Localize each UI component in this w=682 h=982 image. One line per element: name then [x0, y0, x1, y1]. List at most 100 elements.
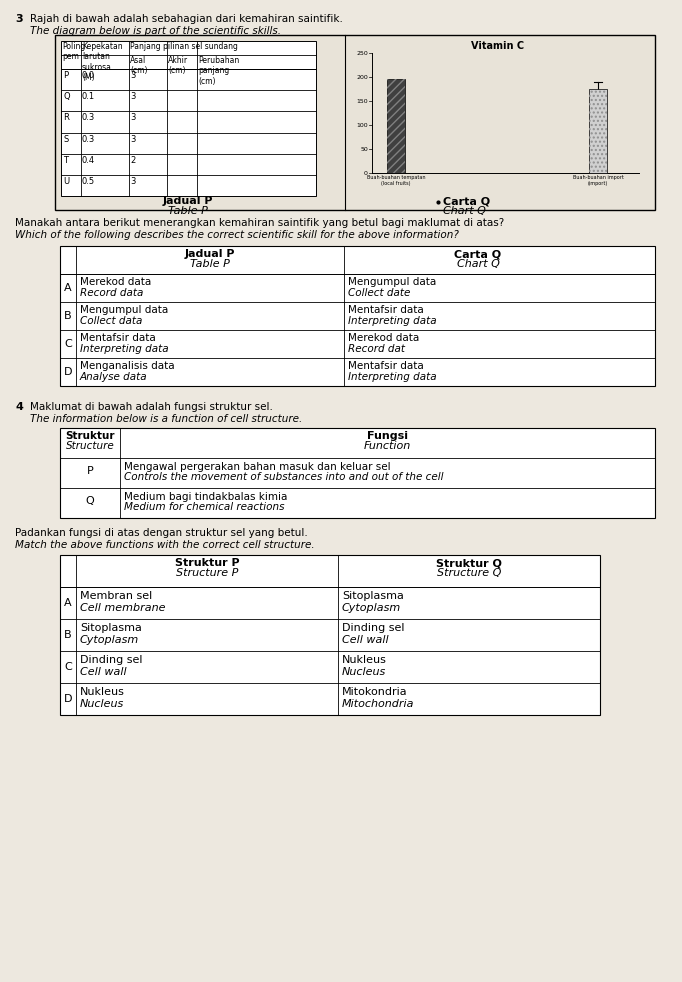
Text: 0.1: 0.1: [82, 92, 95, 101]
Text: Chart Q: Chart Q: [443, 206, 486, 216]
Text: Sitoplasma: Sitoplasma: [342, 591, 404, 601]
Text: The information below is a function of cell structure.: The information below is a function of c…: [30, 414, 302, 424]
Text: Nukleus: Nukleus: [342, 655, 387, 665]
Text: Poling
pem: Poling pem: [62, 42, 85, 62]
Text: 150: 150: [357, 98, 368, 103]
Text: B: B: [64, 630, 72, 640]
Text: 3: 3: [15, 14, 23, 24]
Text: 100: 100: [357, 123, 368, 128]
Text: Nukleus: Nukleus: [80, 687, 125, 697]
Text: Menganalisis data: Menganalisis data: [80, 361, 175, 371]
Text: 2: 2: [130, 156, 135, 165]
Text: Struktur Q: Struktur Q: [436, 558, 502, 568]
Text: Mengumpul data: Mengumpul data: [348, 277, 436, 287]
Text: S: S: [63, 135, 68, 143]
Text: A: A: [64, 283, 72, 293]
Text: 0.3: 0.3: [82, 135, 95, 143]
Text: B: B: [64, 311, 72, 321]
Text: Sitoplasma: Sitoplasma: [80, 623, 142, 633]
Bar: [60, 428, 655, 518]
Text: Struktur: Struktur: [65, 431, 115, 441]
Text: R: R: [63, 113, 69, 123]
Text: 4: 4: [15, 402, 23, 412]
Text: Record data: Record data: [80, 288, 143, 298]
Text: 3: 3: [130, 71, 135, 80]
Text: Which of the following describes the correct scientific skill for the above info: Which of the following describes the cor…: [15, 230, 459, 240]
Text: Cell wall: Cell wall: [80, 667, 127, 677]
Text: 0: 0: [364, 171, 368, 176]
Text: 50: 50: [360, 146, 368, 151]
Text: Dinding sel: Dinding sel: [80, 655, 143, 665]
Text: Table P: Table P: [190, 259, 230, 269]
Text: Match the above functions with the correct cell structure.: Match the above functions with the corre…: [15, 540, 314, 550]
Text: Jadual P: Jadual P: [185, 249, 235, 259]
Text: Analyse data: Analyse data: [80, 372, 147, 382]
Text: 0.5: 0.5: [82, 177, 95, 186]
Text: Q: Q: [86, 496, 94, 506]
Text: Rajah di bawah adalah sebahagian dari kemahiran saintifik.: Rajah di bawah adalah sebahagian dari ke…: [30, 14, 343, 24]
Text: 200: 200: [356, 75, 368, 80]
Text: Mentafsir data: Mentafsir data: [348, 305, 424, 315]
Bar: [60, 246, 655, 386]
Text: C: C: [64, 662, 72, 672]
Text: Vitamin C: Vitamin C: [471, 41, 524, 51]
Text: Merekod data: Merekod data: [348, 333, 419, 343]
Text: Interpreting data: Interpreting data: [348, 372, 436, 382]
Text: D: D: [63, 694, 72, 704]
Text: D: D: [63, 367, 72, 377]
Text: T: T: [63, 156, 68, 165]
Text: Asal
(cm): Asal (cm): [130, 56, 147, 76]
Text: Buah-buahan tempatan
(local fruits): Buah-buahan tempatan (local fruits): [367, 175, 426, 186]
Text: Medium bagi tindakbalas kimia: Medium bagi tindakbalas kimia: [124, 492, 287, 502]
Text: Mitochondria: Mitochondria: [342, 699, 415, 709]
Text: Buah-buahan import
(import): Buah-buahan import (import): [573, 175, 623, 186]
Bar: [61, 41, 316, 196]
Text: Structure Q: Structure Q: [436, 568, 501, 578]
Text: Fungsi: Fungsi: [366, 431, 408, 441]
Text: Q: Q: [63, 92, 70, 101]
Text: 3: 3: [130, 135, 135, 143]
Text: Mentafsir data: Mentafsir data: [348, 361, 424, 371]
Text: Mitokondria: Mitokondria: [342, 687, 408, 697]
Text: Merekod data: Merekod data: [80, 277, 151, 287]
Text: Jadual P: Jadual P: [163, 196, 213, 206]
Text: A: A: [64, 598, 72, 608]
Text: U: U: [63, 177, 69, 186]
Text: C: C: [64, 339, 72, 349]
Text: Padankan fungsi di atas dengan struktur sel yang betul.: Padankan fungsi di atas dengan struktur …: [15, 528, 308, 538]
Text: Cytoplasm: Cytoplasm: [80, 635, 139, 645]
Text: Nucleus: Nucleus: [80, 699, 124, 709]
Text: Table P: Table P: [168, 206, 208, 216]
Text: Struktur P: Struktur P: [175, 558, 239, 568]
Text: Dinding sel: Dinding sel: [342, 623, 404, 633]
Text: Carta Q: Carta Q: [443, 196, 490, 206]
Text: Manakah antara berikut menerangkan kemahiran saintifik yang betul bagi maklumat : Manakah antara berikut menerangkan kemah…: [15, 218, 504, 228]
Text: Structure P: Structure P: [176, 568, 238, 578]
Text: 0.3: 0.3: [82, 113, 95, 123]
Text: Panjang pilinan sel sundang: Panjang pilinan sel sundang: [130, 42, 238, 51]
Text: Perubahan
panjang
(cm): Perubahan panjang (cm): [198, 56, 239, 85]
Text: Collect date: Collect date: [348, 288, 411, 298]
Text: Interpreting data: Interpreting data: [80, 344, 168, 354]
Text: 3: 3: [130, 177, 135, 186]
Text: Maklumat di bawah adalah fungsi struktur sel.: Maklumat di bawah adalah fungsi struktur…: [30, 402, 273, 412]
Text: Collect data: Collect data: [80, 316, 143, 326]
Text: Akhir
(cm): Akhir (cm): [168, 56, 188, 76]
Text: 3: 3: [130, 113, 135, 123]
Text: Mengumpul data: Mengumpul data: [80, 305, 168, 315]
Text: Function: Function: [364, 441, 411, 451]
Bar: [55, 35, 655, 210]
Text: P: P: [87, 466, 93, 476]
Text: Record dat: Record dat: [348, 344, 405, 354]
Text: Mentafsir data: Mentafsir data: [80, 333, 155, 343]
Text: Cell wall: Cell wall: [342, 635, 389, 645]
Bar: [387, 80, 405, 173]
Bar: [387, 80, 405, 173]
Text: 3: 3: [130, 92, 135, 101]
Text: 0.0: 0.0: [82, 71, 95, 80]
Text: Structure: Structure: [65, 441, 115, 451]
Text: Kepekatan
larutan
sukrosa
(M): Kepekatan larutan sukrosa (M): [82, 42, 123, 82]
Text: Controls the movement of substances into and out of the cell: Controls the movement of substances into…: [124, 472, 443, 482]
Text: Cell membrane: Cell membrane: [80, 603, 166, 613]
Text: Interpreting data: Interpreting data: [348, 316, 436, 326]
